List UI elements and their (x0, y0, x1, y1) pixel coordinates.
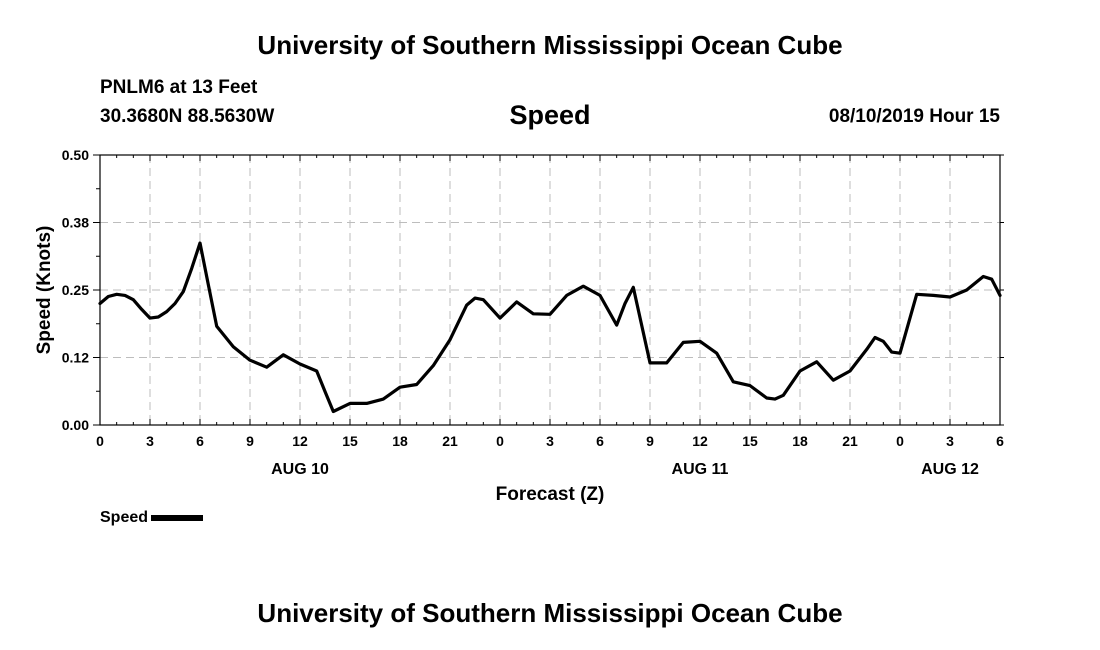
y-axis-label: Speed (Knots) (34, 226, 55, 355)
coordinates-label: 30.3680N 88.5630W (100, 106, 275, 127)
x-tick-label: 21 (442, 433, 458, 449)
chart-title: Speed (509, 100, 591, 130)
x-tick-label: 6 (996, 433, 1004, 449)
date-label: AUG 10 (271, 461, 329, 478)
x-tick-label: 3 (146, 433, 154, 449)
grid-lines (100, 155, 1000, 425)
y-tick-label: 0.50 (62, 147, 89, 163)
legend-label: Speed (100, 509, 149, 526)
series-line-speed (98, 241, 1002, 414)
legend: Speed (100, 509, 204, 527)
x-tick-label: 0 (896, 433, 904, 449)
y-tick-label: 0.38 (62, 215, 89, 231)
x-tick-label: 21 (842, 433, 858, 449)
x-tick-label: 15 (742, 433, 758, 449)
x-tick-label: 3 (946, 433, 954, 449)
y-tick-label: 0.12 (62, 350, 89, 366)
x-tick-label: 12 (692, 433, 708, 449)
x-tick-label: 18 (392, 433, 408, 449)
x-tick-label: 6 (196, 433, 204, 449)
x-tick-label: 6 (596, 433, 604, 449)
chart-header-title: University of Southern Mississippi Ocean… (257, 30, 843, 60)
date-label: AUG 12 (921, 461, 979, 478)
x-tick-label: 18 (792, 433, 808, 449)
series-layer (98, 241, 1002, 414)
x-tick-label: 9 (646, 433, 654, 449)
x-tick-label: 15 (342, 433, 358, 449)
y-tick-label: 0.25 (62, 282, 89, 298)
x-tick-label: 12 (292, 433, 308, 449)
x-tick-label: 9 (246, 433, 254, 449)
axis-tick-labels: 0 3 6 9 12 15 18 21 0 3 6 9 12 15 18 21 0 3 6 0.00 0.12 0.25 0… (62, 147, 1004, 478)
station-label: PNLM6 at 13 Feet (100, 77, 258, 98)
x-tick-label: 3 (546, 433, 554, 449)
y-tick-label: 0.00 (62, 417, 89, 433)
axis-ticks (93, 154, 1004, 426)
datetime-label: 08/10/2019 Hour 15 (828, 106, 1000, 127)
x-tick-label: 0 (496, 433, 504, 449)
legend-swatch (151, 515, 204, 521)
x-tick-label: 0 (96, 433, 104, 449)
date-label: AUG 11 (672, 461, 729, 478)
x-axis-label: Forecast (Z) (496, 484, 605, 505)
chart-footer-title: University of Southern Mississippi Ocean… (257, 598, 843, 628)
